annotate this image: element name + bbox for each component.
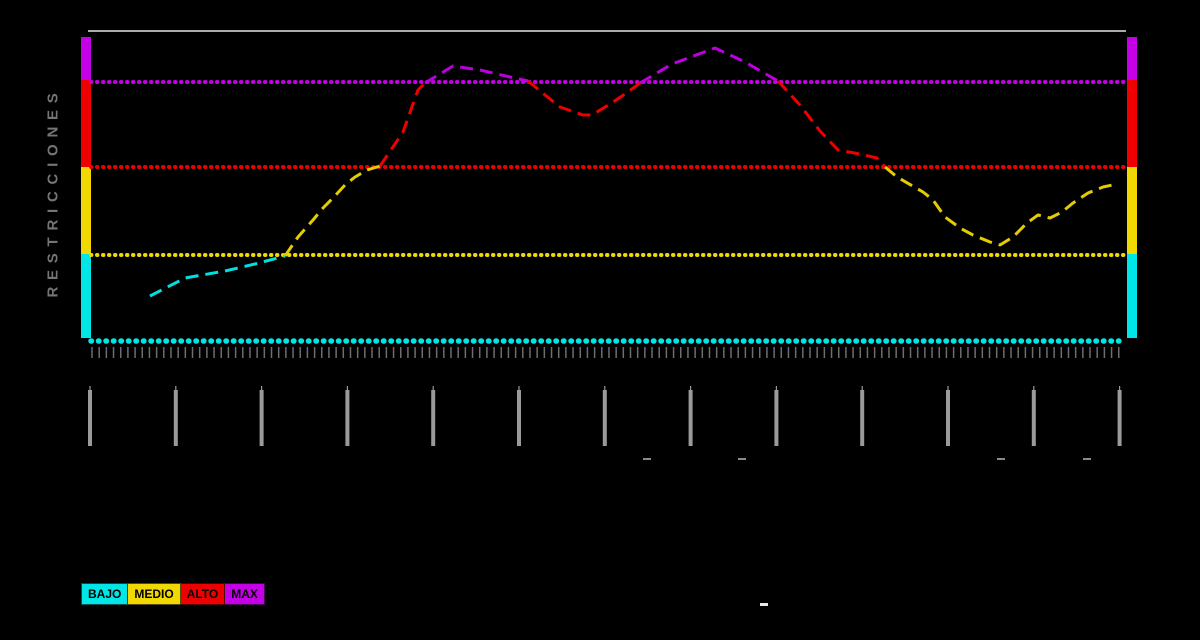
- zone-bar-right-medio: [1127, 167, 1137, 254]
- series-segment-medio: [884, 165, 1118, 247]
- x-major-tick: [688, 390, 693, 446]
- x-major-tick: [431, 390, 436, 446]
- x-major-tick: [774, 390, 779, 446]
- zone-bar-left-bajo: [81, 254, 91, 338]
- x-major-tick: [88, 390, 92, 446]
- zone-bar-right-bajo: [1127, 254, 1137, 338]
- series-segment-alto: [527, 79, 641, 117]
- axis-label-dash: [738, 458, 746, 460]
- legend-item-max: MAX: [225, 583, 265, 605]
- series-segment-bajo: [149, 254, 286, 298]
- series-segment-max: [639, 46, 779, 85]
- x-major-tick: [173, 390, 178, 446]
- legend: BAJO MEDIO ALTO MAX: [81, 583, 265, 605]
- x-major-tick: [860, 390, 865, 446]
- x-major-tick: [602, 390, 607, 446]
- axis-label-dash: [997, 458, 1005, 460]
- zone-bar-left-alto: [81, 80, 91, 167]
- series-segment-medio: [283, 164, 381, 257]
- series-segment-max: [424, 64, 529, 85]
- axis-label-dash: [1083, 458, 1091, 460]
- stray-white-dash: [760, 603, 768, 606]
- axis-label-dash: [643, 458, 651, 460]
- x-major-tick: [1117, 390, 1122, 446]
- series-segment-alto: [378, 81, 427, 167]
- x-major-tick: [1031, 390, 1036, 446]
- zone-bar-left-max: [81, 37, 91, 80]
- x-major-tick: [946, 390, 950, 446]
- legend-item-medio: MEDIO: [128, 583, 181, 605]
- zone-bar-right-alto: [1127, 80, 1137, 167]
- x-major-tick: [345, 390, 350, 446]
- zone-bar-right-max: [1127, 37, 1137, 80]
- x-major-tick: [259, 390, 264, 446]
- x-major-tick: [517, 390, 521, 446]
- series-segment-alto: [776, 79, 887, 168]
- zone-bar-left-medio: [81, 167, 91, 254]
- legend-item-bajo: BAJO: [81, 583, 129, 605]
- legend-item-alto: ALTO: [180, 583, 226, 605]
